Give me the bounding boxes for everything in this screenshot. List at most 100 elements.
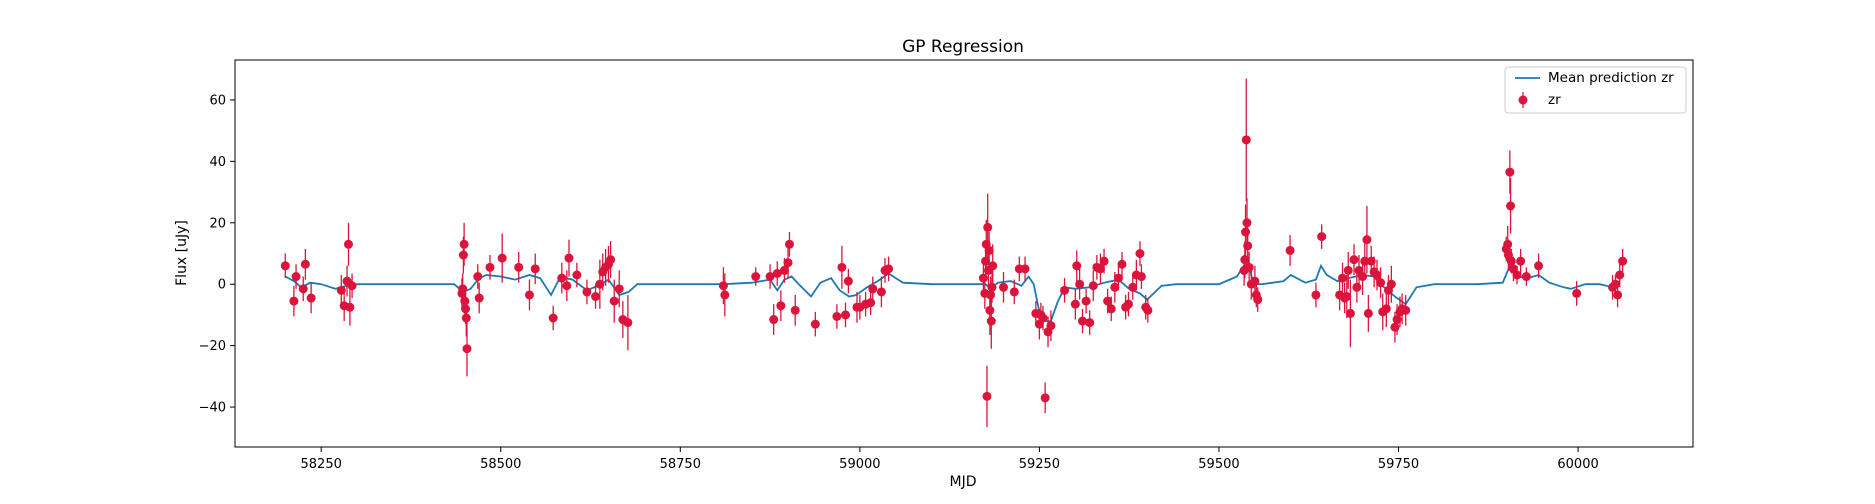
point-marker [772,268,782,278]
point-marker [1401,305,1411,315]
point-marker [1081,296,1091,306]
data-point [1386,265,1396,303]
point-marker [1285,245,1295,255]
point-marker [524,290,534,300]
point-marker [1343,265,1353,275]
data-point [1401,294,1411,326]
data-point [1343,251,1353,289]
point-marker [458,250,468,260]
data-point [986,293,996,349]
point-marker [343,239,353,249]
data-point [1521,267,1531,286]
point-marker [1078,316,1088,326]
axis-ticks: 58250 58500 58750 59000 59250 59500 59750 60000… [199,93,1599,472]
point-marker [985,305,995,315]
data-point [1618,248,1628,274]
data-point [306,282,316,314]
point-marker [474,293,484,303]
point-marker [1358,272,1368,282]
point-marker [1311,290,1321,300]
point-marker [1386,279,1396,289]
data-point [1085,310,1095,335]
chart-title: GP Regression [902,37,1024,57]
data-point [784,232,794,257]
point-marker [1372,270,1382,280]
data-point [524,279,534,311]
point-marker [751,272,761,282]
point-marker [1040,393,1050,403]
point-marker [347,281,357,291]
point-marker [1085,318,1095,328]
point-marker [623,318,633,328]
point-marker [485,262,495,272]
data-point [843,268,853,294]
data-point [514,251,524,283]
legend-marker-swatch [1518,95,1528,105]
point-marker [1342,292,1352,301]
point-marker [779,265,789,275]
point-marker [530,264,540,274]
point-marker [1250,276,1260,286]
y-tick-label: −20 [199,339,226,354]
point-marker [982,391,992,401]
data-point [1038,305,1048,331]
point-marker [776,301,786,311]
data-point [1345,279,1355,348]
point-marker [783,258,793,268]
point-marker [978,273,988,283]
x-tick-label: 59250 [1019,457,1060,472]
data-point [1020,256,1030,282]
data-point [1311,282,1321,308]
point-marker [1113,273,1123,283]
point-marker [1613,290,1623,300]
point-marker [986,290,996,300]
point-marker [564,253,574,263]
point-marker [298,284,308,294]
x-tick-label: 59500 [1198,457,1239,472]
point-marker [1020,264,1030,274]
data-point [986,276,996,314]
data-point [473,264,483,289]
data-point [291,264,301,289]
plot-area [280,78,1628,428]
point-marker [514,262,524,272]
data-point [1117,251,1127,277]
point-marker [460,296,470,306]
point-marker [1381,304,1391,314]
legend-box [1504,66,1687,114]
point-marker [1060,285,1070,295]
data-point [1113,265,1123,291]
point-marker [1572,288,1582,298]
point-marker [1503,239,1513,249]
point-marker [1136,272,1146,282]
point-marker [999,282,1009,292]
data-point [1241,204,1251,260]
data-point [623,294,633,351]
point-marker [1070,299,1080,309]
data-point [1317,224,1327,249]
point-marker [1352,282,1362,292]
point-marker [557,273,567,283]
x-tick-label: 59750 [1378,457,1419,472]
data-point [866,290,876,315]
point-marker [1072,261,1082,271]
data-point [280,253,290,279]
data-point [1241,78,1251,202]
y-tick-label: 20 [209,216,226,231]
data-point [1505,150,1515,194]
point-marker [784,239,794,249]
data-point [720,273,730,317]
y-tick-label: 60 [209,93,226,108]
data-point [1338,262,1348,294]
data-point [606,241,616,279]
data-point [876,276,886,308]
point-marker [1242,218,1252,228]
point-marker [1241,135,1251,145]
data-point [1349,244,1359,275]
point-marker [1338,273,1348,283]
point-marker [1106,304,1116,314]
point-marker [1128,282,1138,292]
data-point [1143,298,1153,323]
point-marker [606,255,616,265]
point-marker [462,344,472,354]
